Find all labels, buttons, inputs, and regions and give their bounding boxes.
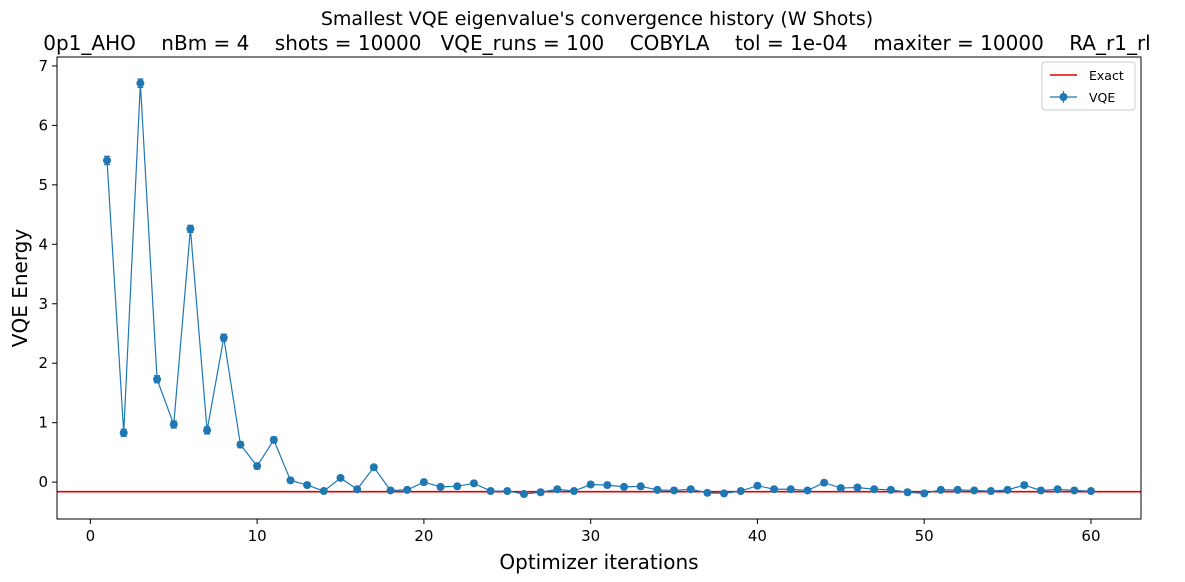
y-tick-label: 6 [38, 116, 48, 134]
vqe-series-line [106, 83, 1091, 495]
vqe-point [236, 440, 245, 449]
vqe-point [703, 488, 712, 497]
vqe-point [1003, 485, 1012, 494]
x-tick-label: 30 [581, 527, 600, 545]
vqe-point [836, 484, 845, 493]
vqe-point [103, 156, 112, 165]
vqe-point [820, 478, 829, 487]
vqe-point [1036, 486, 1045, 495]
vqe-point [603, 481, 612, 490]
vqe-point [870, 485, 879, 494]
y-tick-label: 2 [38, 354, 48, 372]
vqe-point [153, 375, 162, 384]
vqe-point [620, 482, 629, 491]
x-tick-label: 10 [248, 527, 267, 545]
vqe-point [186, 224, 195, 233]
vqe-point [203, 426, 212, 435]
vqe-point [903, 488, 912, 497]
vqe-point [253, 462, 262, 471]
x-tick-label: 60 [1081, 527, 1100, 545]
x-tick-label: 20 [414, 527, 433, 545]
vqe-point [169, 420, 178, 429]
vqe-point [369, 463, 378, 472]
vqe-point [970, 486, 979, 495]
y-tick-label: 0 [38, 473, 48, 491]
x-axis-label: Optimizer iterations [499, 550, 698, 574]
vqe-point [720, 489, 729, 498]
vqe-point [803, 486, 812, 495]
vqe-point [403, 485, 412, 494]
vqe-point [853, 483, 862, 492]
y-tick-label: 5 [38, 176, 48, 194]
x-axis-ticks: 0 10 20 30 40 50 60 [86, 519, 1101, 545]
legend: Exact VQE [1041, 61, 1136, 111]
vqe-point [586, 480, 595, 489]
vqe-point [953, 485, 962, 494]
y-axis-ticks: 0 1 2 3 4 5 6 7 [38, 57, 57, 491]
vqe-point [469, 479, 478, 488]
chart-subtitle: 0p1_AHO nBm = 4 shots = 10000 VQE_runs =… [43, 31, 1150, 55]
vqe-point [453, 482, 462, 491]
vqe-point [136, 79, 145, 88]
legend-vqe-label: VQE [1089, 90, 1115, 105]
vqe-point [553, 485, 562, 494]
vqe-point [886, 485, 895, 494]
vqe-point [1053, 485, 1062, 494]
vqe-point [1086, 487, 1095, 496]
vqe-point [269, 435, 278, 444]
vqe-point [486, 487, 495, 496]
vqe-point [336, 473, 345, 482]
chart-title: Smallest VQE eigenvalue's convergence hi… [321, 8, 873, 30]
vqe-point [503, 487, 512, 496]
vqe-point [936, 485, 945, 494]
vqe-point [670, 486, 679, 495]
vqe-point [419, 478, 428, 487]
vqe-point [386, 486, 395, 495]
x-tick-label: 50 [915, 527, 934, 545]
vqe-point [1020, 481, 1029, 490]
legend-exact-label: Exact [1089, 68, 1124, 83]
legend-vqe-marker [1059, 93, 1068, 101]
vqe-point [786, 485, 795, 494]
vqe-point [1070, 486, 1079, 495]
vqe-point [219, 333, 228, 342]
y-tick-label: 1 [38, 414, 48, 432]
axes-frame [56, 56, 1142, 520]
x-tick-label: 40 [748, 527, 767, 545]
vqe-point [636, 482, 645, 491]
vqe-point [119, 428, 128, 437]
vqe-point [353, 485, 362, 494]
vqe-point [753, 481, 762, 490]
x-tick-label: 0 [86, 527, 96, 545]
plot-area [57, 78, 1141, 499]
vqe-point [303, 481, 312, 490]
vqe-point [436, 482, 445, 491]
vqe-point [770, 485, 779, 494]
y-tick-label: 7 [38, 57, 48, 75]
vqe-point [286, 476, 295, 485]
y-tick-label: 3 [38, 295, 48, 313]
vqe-point [536, 488, 545, 497]
vqe-point [686, 485, 695, 494]
vqe-point [986, 487, 995, 496]
y-axis-label: VQE Energy [8, 229, 32, 348]
y-tick-label: 4 [38, 235, 48, 253]
vqe-point [653, 485, 662, 494]
vqe-point [519, 490, 528, 499]
vqe-point [920, 489, 929, 498]
vqe-point [569, 487, 578, 496]
vqe-point [736, 487, 745, 496]
vqe-point [319, 487, 328, 496]
